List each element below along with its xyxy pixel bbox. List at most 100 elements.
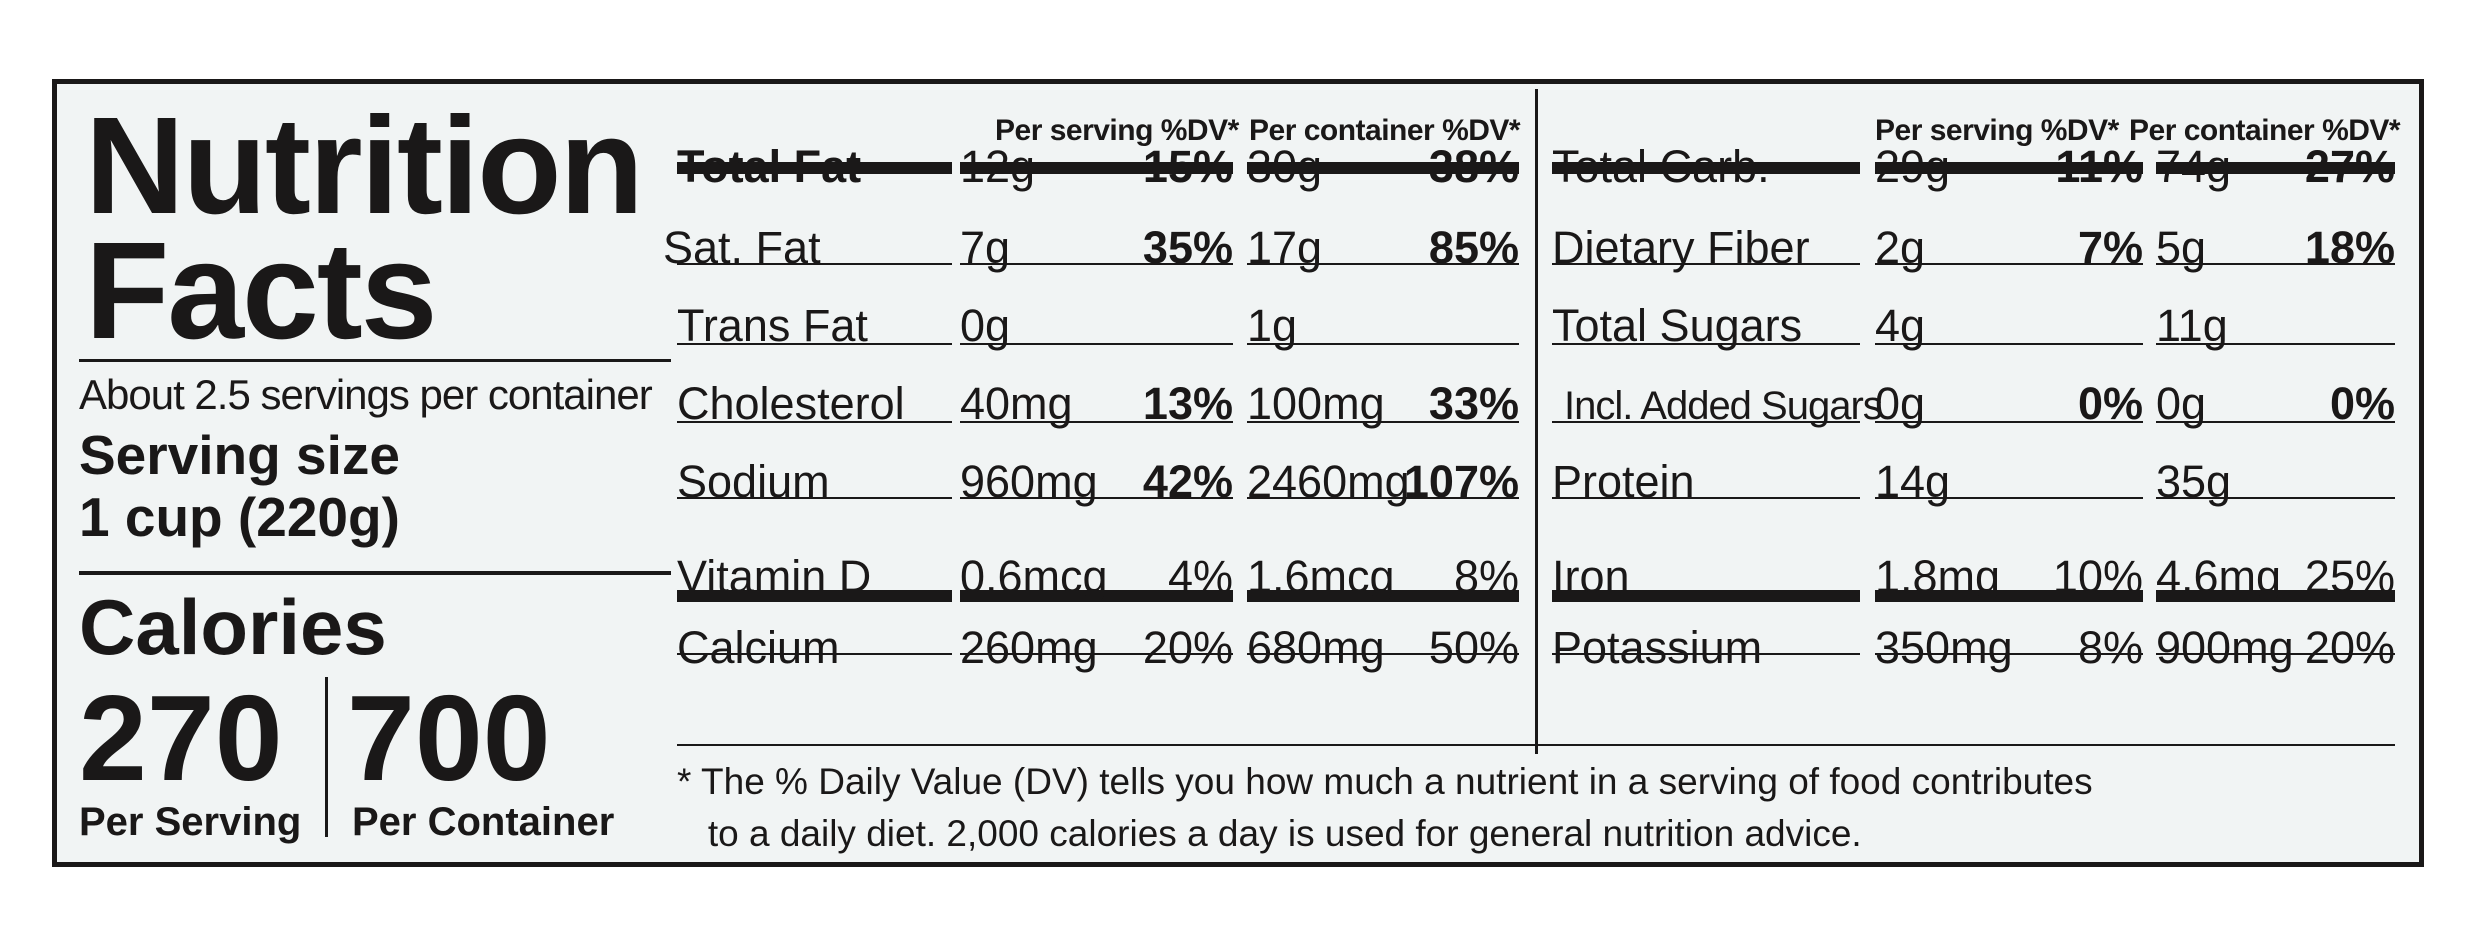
footnote: * The % Daily Value (DV) tells you how m… — [677, 761, 2093, 854]
nutrient-name: Total Sugars — [1552, 300, 1803, 351]
row-rule — [960, 263, 1233, 265]
calories-divider — [325, 677, 328, 837]
calories-label: Calories — [79, 583, 387, 671]
thick-bar — [677, 162, 952, 174]
container-amount: 17g — [1247, 222, 1323, 273]
serving-dv: 20% — [1142, 622, 1233, 673]
row-rule — [1875, 653, 2143, 655]
container-dv: 0% — [2329, 378, 2395, 429]
row-rule — [1552, 263, 1860, 265]
container-amount: 2460mg — [1247, 456, 1410, 507]
right-header-container: Per container %DV* — [2129, 114, 2401, 147]
container-dv: 85% — [1428, 222, 1519, 273]
nutrient-name: Potassium — [1552, 622, 1763, 673]
container-amount: 680mg — [1247, 622, 1385, 673]
serving-amount: 7g — [960, 222, 1011, 273]
serving-amount: 14g — [1875, 456, 1951, 507]
row-rule — [677, 263, 952, 265]
row-rule — [2156, 497, 2395, 499]
container-dv: 20% — [2304, 622, 2395, 673]
serving-dv: 0% — [2077, 378, 2143, 429]
nutrition-facts-label: Nutrition Facts About 2.5 servings per c… — [52, 79, 2424, 867]
left-header-serving: Per serving %DV* — [995, 114, 1239, 147]
nutrient-name: Sat. Fat — [663, 222, 821, 273]
container-dv: 8% — [1453, 551, 1519, 602]
left-header-container: Per container %DV* — [1249, 114, 1521, 147]
calories-per-container: 700 — [347, 670, 551, 806]
serving-amount: 12g — [960, 141, 1036, 192]
serving-dv: 10% — [2052, 551, 2143, 602]
serving-dv: 35% — [1142, 222, 1233, 273]
container-dv: 25% — [2304, 551, 2395, 602]
container-amount: 1.6mcg — [1247, 551, 1395, 602]
thick-bar — [677, 590, 952, 602]
container-dv: 33% — [1428, 378, 1519, 429]
row-rule — [1552, 653, 1860, 655]
container-dv: 38% — [1428, 141, 1519, 192]
right-header-serving: Per serving %DV* — [1875, 114, 2119, 147]
divider — [79, 359, 671, 362]
row-rule — [1247, 263, 1519, 265]
row-rule — [677, 343, 952, 345]
container-amount: 900mg — [2156, 622, 2294, 673]
serving-amount: 4g — [1875, 300, 1926, 351]
row-rule — [1247, 343, 1519, 345]
servings-per-container: About 2.5 servings per container — [79, 371, 653, 418]
serving-amount: 0g — [1875, 378, 1926, 429]
nutrient-name: Total Carb. — [1552, 141, 1770, 192]
row-rule — [960, 653, 1233, 655]
container-amount: 35g — [2156, 456, 2232, 507]
serving-dv: 11% — [2055, 141, 2143, 192]
serving-dv: 4% — [1167, 551, 1233, 602]
row-rule — [2156, 263, 2395, 265]
row-rule — [677, 421, 952, 423]
row-rule — [1875, 263, 2143, 265]
serving-dv: 13% — [1142, 378, 1233, 429]
thick-bar — [2156, 162, 2395, 174]
container-amount: 1g — [1247, 300, 1298, 351]
thick-bar — [1875, 162, 2143, 174]
per-container-caption: Per Container — [352, 800, 615, 844]
nutrient-name: Protein — [1552, 456, 1695, 507]
row-rule — [1875, 343, 2143, 345]
row-rule — [1875, 421, 2143, 423]
nutrient-name: Vitamin D — [677, 551, 872, 602]
row-rule — [1552, 421, 1860, 423]
container-dv: 18% — [2304, 222, 2395, 273]
divider — [79, 571, 671, 575]
thick-bar — [2156, 590, 2395, 602]
row-rule — [1552, 343, 1860, 345]
nutrient-name: Cholesterol — [677, 378, 905, 429]
serving-amount: 350mg — [1875, 622, 2013, 673]
serving-amount: 29g — [1875, 141, 1951, 192]
container-amount: 74g — [2156, 141, 2232, 192]
nutrient-name: Sodium — [677, 456, 830, 507]
row-rule — [960, 421, 1233, 423]
title-line-2: Facts — [85, 214, 437, 368]
thick-bar — [960, 162, 1233, 174]
serving-amount: 0.6mcg — [960, 551, 1108, 602]
serving-size: Serving size 1 cup (220g) — [79, 424, 400, 548]
thick-bar — [1552, 590, 1860, 602]
row-rule — [960, 497, 1233, 499]
thick-bar — [1247, 162, 1519, 174]
row-rule — [677, 497, 952, 499]
serving-amount: 260mg — [960, 622, 1098, 673]
nutrient-name: Trans Fat — [677, 300, 868, 351]
container-amount: 4.6mg — [2156, 551, 2282, 602]
container-amount: 11g — [2156, 300, 2228, 351]
row-rule — [1247, 653, 1519, 655]
row-rule — [1552, 497, 1860, 499]
row-rule — [2156, 653, 2395, 655]
serving-amount: 960mg — [960, 456, 1098, 507]
nutrient-name: Incl. Added Sugars — [1564, 384, 1883, 428]
container-dv: 107% — [1403, 456, 1519, 507]
row-rule — [1875, 497, 2143, 499]
serving-size-label: Serving size — [79, 424, 400, 486]
row-rule — [677, 653, 952, 655]
container-amount: 0g — [2156, 378, 2207, 429]
serving-size-value: 1 cup (220g) — [79, 486, 400, 548]
row-rule — [1247, 497, 1519, 499]
table-divider — [1535, 89, 1538, 754]
container-dv: 27% — [2304, 141, 2395, 192]
